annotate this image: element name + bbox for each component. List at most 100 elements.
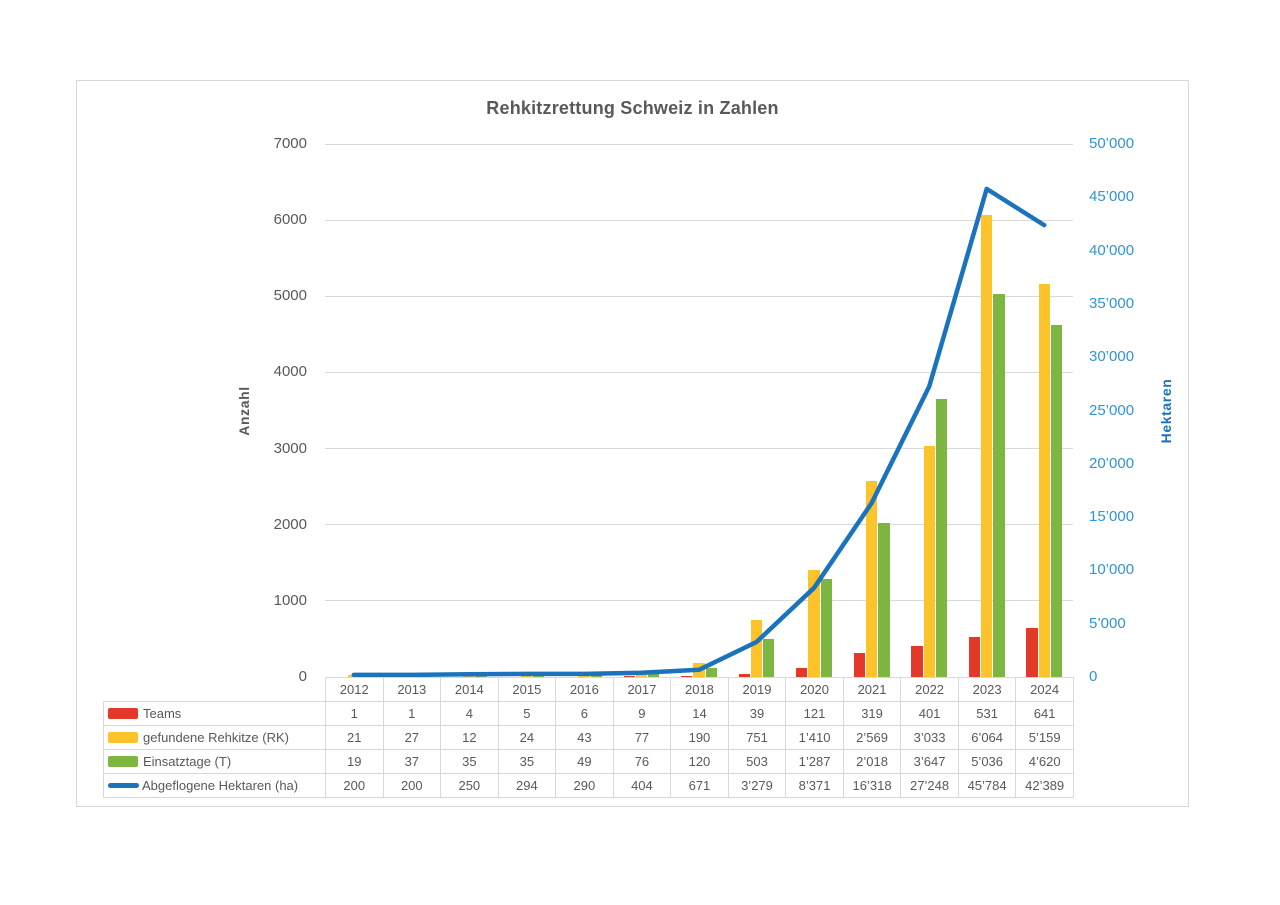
gridline [325, 600, 1073, 602]
value-cell: 21 [325, 725, 384, 750]
right-axis-ticks: 50’000 45’000 40’000 35’000 30’000 25’000 20’0… [1089, 135, 1184, 685]
bar-gefundene-rehkitze-rk- [981, 215, 993, 677]
value-cell: 751 [727, 725, 787, 750]
value-cell: 531 [957, 701, 1017, 726]
bar-teams [681, 675, 693, 677]
chart-title: Rehkitzrettung Schweiz in Zahlen [486, 98, 779, 118]
table-head: 2012 2013 2014 2015 2016 2017 2018 2019 2020 2021… [104, 677, 1074, 702]
bar-teams [1026, 628, 1038, 677]
gridline [325, 448, 1073, 450]
value-cell: 5’159 [1015, 725, 1074, 750]
bar-teams [565, 676, 578, 677]
bar-einsatztage-t- [935, 399, 948, 677]
bar-teams [796, 667, 808, 677]
year-header-cell: 2012 [325, 677, 384, 702]
table-row: gefundene Rehkitze (RK) 21 27 12 24 43 77 190 75… [103, 725, 1074, 750]
value-cell: 35 [440, 749, 499, 774]
left-axis-tick-label: 5000 [273, 287, 307, 305]
year-header-cell: 2021 [842, 677, 902, 702]
value-cell: 19 [325, 749, 384, 774]
value-cell: 77 [612, 725, 672, 750]
value-cell: 3’647 [900, 749, 959, 774]
value-cell: 24 [497, 725, 557, 750]
legend-cell: Abgeflogene Hektaren (ha) [103, 773, 326, 798]
value-cell: 290 [555, 773, 614, 798]
value-cell: 190 [670, 725, 729, 750]
left-axis-tick-label: 1000 [273, 591, 307, 609]
value-cell: 1’287 [785, 749, 844, 774]
value-cell: 2’018 [842, 749, 902, 774]
value-cell: 12 [440, 725, 499, 750]
year-header-cell: 2020 [785, 677, 844, 702]
value-cell: 6 [555, 701, 614, 726]
value-cell: 1 [382, 701, 442, 726]
value-cell: 39 [727, 701, 787, 726]
value-cell: 404 [612, 773, 672, 798]
right-axis-tick-label: 35’000 [1089, 294, 1135, 312]
value-cell: 6’064 [957, 725, 1017, 750]
bar-einsatztage-t- [705, 667, 717, 677]
bar-einsatztage-t- [878, 523, 890, 677]
value-cell: 4’620 [1015, 749, 1074, 774]
series-label: Einsatztage (T) [143, 754, 232, 769]
bar-einsatztage-t- [1050, 325, 1063, 677]
year-header-cell: 2023 [957, 677, 1017, 702]
right-axis-tick-label: 20’000 [1089, 454, 1135, 472]
table-body: Teams 1 1 4 5 6 9 14 39 121 319 401 531 641 gefundene … [103, 701, 1074, 798]
right-axis-tick-label: 30’000 [1089, 348, 1135, 366]
gridline [325, 371, 1073, 373]
left-axis-tick-label: 3000 [273, 439, 307, 457]
value-cell: 4 [440, 701, 499, 726]
bar-teams [738, 674, 750, 677]
year-header-cell: 2019 [727, 677, 787, 702]
bar-gefundene-rehkitze-rk- [750, 619, 763, 677]
year-header-cell: 2015 [497, 677, 557, 702]
right-axis-tick-label: 50’000 [1089, 135, 1135, 152]
series-label: gefundene Rehkitze (RK) [143, 730, 289, 745]
value-cell: 5 [497, 701, 557, 726]
value-cell: 200 [325, 773, 384, 798]
value-cell: 45’784 [957, 773, 1017, 798]
value-cell: 37 [382, 749, 442, 774]
right-axis-tick-label: 45’000 [1089, 188, 1135, 206]
year-header-cell: 2014 [440, 677, 499, 702]
left-axis-ticks: 7000 6000 5000 4000 3000 2000 1000 0 [207, 135, 307, 685]
value-cell: 671 [670, 773, 729, 798]
bar-teams [853, 652, 865, 677]
table-row: Abgeflogene Hektaren (ha) 200 200 250 294 290… [103, 773, 1074, 798]
right-axis-tick-label: 5’000 [1089, 614, 1126, 632]
value-cell: 1’410 [785, 725, 844, 750]
table-row: Einsatztage (T) 19 37 35 35 49 76 120 503 1’287 2’… [103, 749, 1074, 774]
data-table: 2012 2013 2014 2015 2016 2017 2018 2019 2020 2021… [103, 677, 1074, 798]
bar-gefundene-rehkitze-rk- [1038, 284, 1050, 677]
legend-cell: Einsatztage (T) [103, 749, 326, 774]
year-header-cell: 2018 [670, 677, 729, 702]
legend-bar-key-icon [108, 708, 138, 720]
gridline [325, 524, 1073, 526]
value-cell: 43 [555, 725, 614, 750]
value-cell: 9 [612, 701, 672, 726]
bar-einsatztage-t- [993, 293, 1005, 677]
left-axis-tick-label: 4000 [273, 363, 307, 381]
year-header-cell: 2022 [900, 677, 959, 702]
gridline [325, 219, 1073, 221]
year-header-cell: 2024 [1015, 677, 1074, 702]
right-axis-tick-label: 10’000 [1089, 561, 1135, 579]
bar-teams [508, 676, 520, 677]
series-label: Teams [143, 706, 182, 721]
value-cell: 8’371 [785, 773, 844, 798]
value-cell: 121 [785, 701, 844, 726]
value-cell: 35 [497, 749, 557, 774]
right-axis-tick-label: 0 [1089, 668, 1098, 685]
value-cell: 641 [1015, 701, 1074, 726]
left-axis-tick-label: 6000 [273, 211, 307, 229]
right-axis-tick-label: 40’000 [1089, 241, 1135, 259]
table-corner-cell [104, 678, 326, 702]
value-cell: 1 [325, 701, 384, 726]
left-axis-tick-label: 7000 [273, 135, 307, 152]
value-cell: 401 [900, 701, 959, 726]
right-axis-tick-label: 15’000 [1089, 508, 1135, 526]
hektaren-line [351, 186, 1047, 678]
value-cell: 27 [382, 725, 442, 750]
value-cell: 250 [440, 773, 499, 798]
